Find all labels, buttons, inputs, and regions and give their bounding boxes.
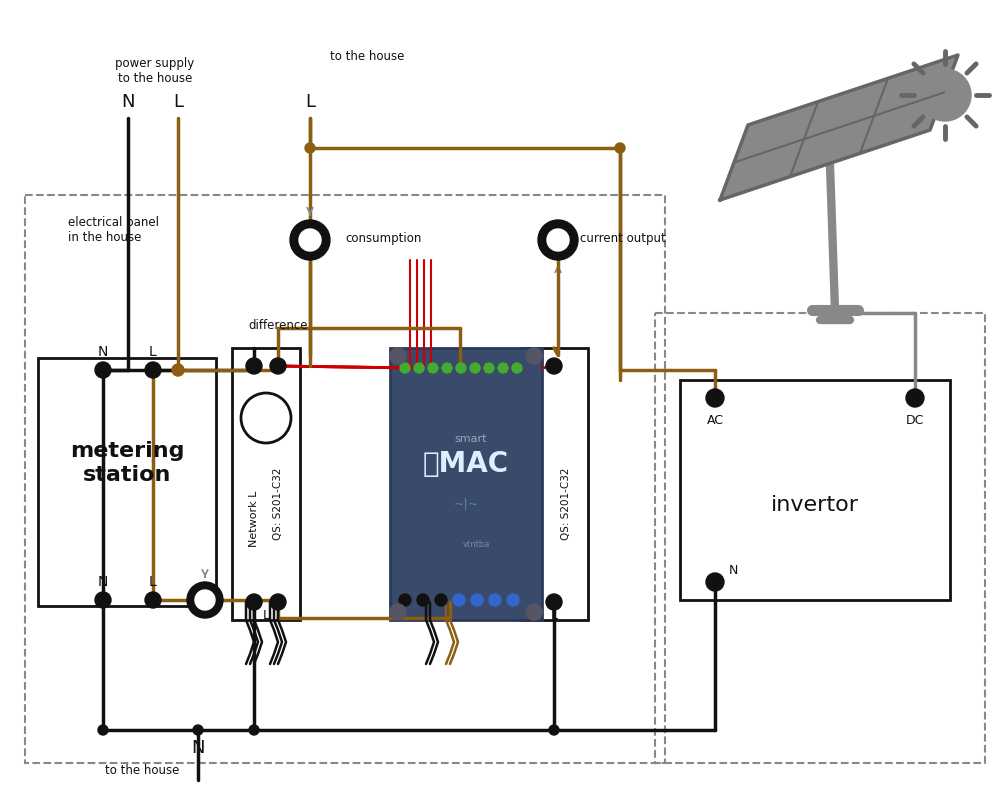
Circle shape	[195, 590, 215, 610]
Circle shape	[538, 220, 578, 260]
Text: N: N	[98, 575, 108, 589]
Text: vtntba: vtntba	[462, 539, 489, 548]
Circle shape	[526, 604, 542, 620]
Circle shape	[435, 594, 447, 606]
Circle shape	[145, 362, 161, 378]
Text: L: L	[551, 609, 558, 621]
Circle shape	[470, 363, 480, 373]
Circle shape	[526, 348, 542, 364]
Circle shape	[305, 143, 315, 153]
Circle shape	[290, 220, 330, 260]
Circle shape	[400, 363, 410, 373]
Text: ~|~: ~|~	[453, 497, 478, 510]
Bar	[390, 348, 542, 620]
Text: L: L	[149, 575, 157, 589]
Text: ⲚMAC: ⲚMAC	[423, 450, 510, 478]
Circle shape	[95, 592, 111, 608]
Text: metering
station: metering station	[70, 441, 184, 485]
Text: difference: difference	[248, 319, 307, 332]
Circle shape	[489, 594, 500, 606]
Circle shape	[706, 573, 724, 591]
Circle shape	[241, 393, 291, 443]
Circle shape	[546, 358, 562, 374]
Circle shape	[145, 592, 161, 608]
Circle shape	[399, 594, 411, 606]
Text: QS: S201-C32: QS: S201-C32	[561, 468, 571, 540]
Text: consumption: consumption	[345, 232, 421, 245]
Circle shape	[706, 389, 724, 407]
Circle shape	[172, 364, 184, 376]
Circle shape	[906, 389, 924, 407]
Circle shape	[453, 594, 465, 606]
Bar	[520, 348, 588, 620]
Circle shape	[249, 725, 259, 735]
Text: Network L: Network L	[249, 491, 259, 547]
Circle shape	[456, 363, 466, 373]
Circle shape	[484, 363, 494, 373]
Bar	[655, 313, 985, 763]
Circle shape	[507, 594, 519, 606]
Circle shape	[270, 358, 286, 374]
Text: DC: DC	[906, 414, 924, 427]
Bar	[25, 195, 665, 763]
Circle shape	[919, 69, 971, 121]
Text: current output: current output	[580, 232, 666, 245]
Text: power supply
to the house: power supply to the house	[115, 57, 194, 85]
Text: to the house: to the house	[105, 763, 179, 777]
Text: L: L	[262, 609, 269, 621]
Text: N: N	[191, 739, 205, 757]
Circle shape	[95, 362, 111, 378]
Circle shape	[246, 594, 262, 610]
Circle shape	[442, 363, 452, 373]
Circle shape	[615, 143, 625, 153]
Circle shape	[471, 594, 483, 606]
Text: QS: S201-C32: QS: S201-C32	[273, 468, 283, 540]
Circle shape	[299, 229, 321, 251]
Circle shape	[547, 229, 569, 251]
Circle shape	[270, 594, 286, 610]
Circle shape	[98, 725, 108, 735]
Text: AC: AC	[707, 414, 724, 427]
Bar	[680, 380, 950, 600]
Circle shape	[546, 594, 562, 610]
Text: electrical panel
in the house: electrical panel in the house	[68, 216, 159, 244]
Circle shape	[187, 582, 223, 618]
Text: N: N	[729, 564, 738, 576]
Text: N: N	[98, 345, 108, 359]
Circle shape	[549, 725, 559, 735]
Text: invertor: invertor	[771, 495, 859, 515]
Circle shape	[428, 363, 438, 373]
Circle shape	[193, 725, 203, 735]
Circle shape	[246, 358, 262, 374]
Polygon shape	[720, 55, 958, 200]
Circle shape	[417, 594, 429, 606]
Text: N: N	[121, 93, 135, 111]
Text: L: L	[305, 93, 315, 111]
Text: L: L	[149, 345, 157, 359]
Text: L: L	[173, 93, 183, 111]
Text: to the house: to the house	[330, 50, 404, 63]
Circle shape	[414, 363, 424, 373]
Circle shape	[390, 348, 406, 364]
Circle shape	[512, 363, 522, 373]
Bar	[38, 358, 216, 606]
Circle shape	[498, 363, 508, 373]
Bar	[232, 348, 300, 620]
Circle shape	[390, 604, 406, 620]
Text: smart: smart	[454, 434, 487, 444]
